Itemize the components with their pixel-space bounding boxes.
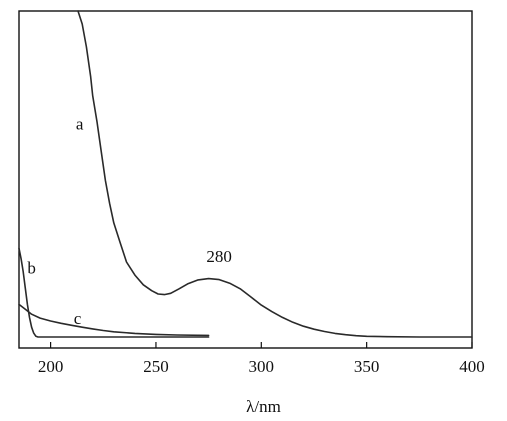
curve-label-b: b <box>27 258 36 277</box>
series-line-c <box>18 303 210 337</box>
series-line-b <box>18 247 210 338</box>
plot-border <box>18 10 473 349</box>
series-layer <box>18 10 473 338</box>
series-line-a <box>77 10 473 338</box>
x-tick-label: 300 <box>249 357 275 376</box>
peak-annotation: 280 <box>206 247 232 266</box>
x-tick-label: 350 <box>354 357 380 376</box>
plot-frame <box>18 10 473 349</box>
x-tick-label: 250 <box>143 357 169 376</box>
curve-label-a: a <box>76 114 84 133</box>
x-tick-label: 200 <box>38 357 64 376</box>
x-axis-ticks: 200 250 300 350 400 <box>38 342 485 376</box>
curve-label-c: c <box>74 309 82 328</box>
curve-labels: a b c 280 <box>27 114 231 328</box>
x-tick-label: 400 <box>459 357 485 376</box>
x-axis-title: λ/nm <box>246 397 281 416</box>
